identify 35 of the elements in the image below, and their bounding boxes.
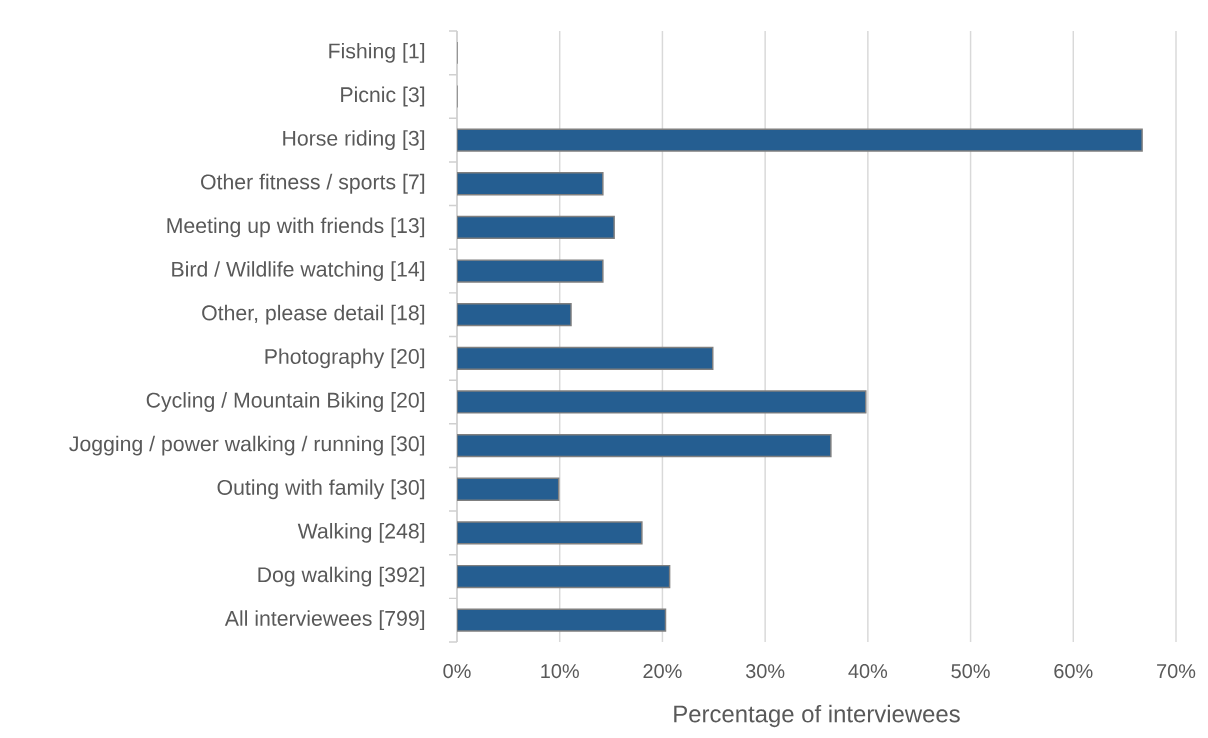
x-tick-label: 0% [443,664,471,679]
y-tick-label: Outing with family [30] [217,479,425,500]
y-tick-label: Other fitness / sports [7] [201,173,425,194]
y-tick-label: Picnic [3] [341,86,425,107]
y-tick-label: Horse riding [3] [283,130,425,151]
bar [457,259,604,283]
y-tick-label: Fishing [1] [329,42,425,63]
y-tick-label: Dog walking [392] [258,566,425,587]
x-axis-title: Percentage of interviewees [674,704,960,728]
y-tick-label: Cycling / Mountain Biking [20] [146,392,425,412]
x-tick-label: 40% [848,664,888,679]
x-tick-label: 50% [951,664,990,679]
y-tick-label: Photography [20] [265,348,425,369]
x-tick-label: 60% [1054,664,1093,679]
bar [457,433,832,458]
bar [457,521,643,545]
bar [457,477,560,501]
bar [457,215,615,240]
x-tick-label: 30% [745,664,785,679]
y-tick-label: Meeting up with friends [13] [167,217,425,238]
y-tick-label: Jogging / power walking / running [30] [69,435,425,456]
y-tick-label: All interviewees [799] [224,610,425,631]
x-tick-label: 70% [1157,664,1196,679]
y-tick-label: Other, please detail [18] [202,304,425,325]
x-tick-label: 20% [643,664,682,679]
bar [457,128,1143,152]
bar [457,390,867,414]
bar [457,172,604,196]
bar [457,564,671,589]
y-tick-label: Walking [248] [297,523,425,543]
bar [457,346,714,370]
bar [457,303,572,327]
x-tick-label: 10% [541,664,579,679]
bar [457,608,667,632]
y-tick-label: Bird / Wildlife watching [14] [172,261,425,281]
